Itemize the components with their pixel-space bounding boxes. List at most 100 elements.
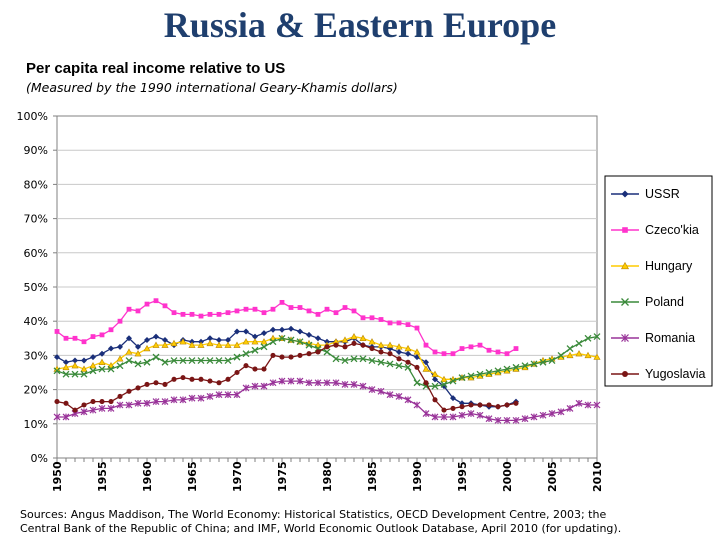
x-tick-label: 1950 [51,461,64,492]
y-tick-label: 50% [24,281,48,294]
data-point-romania [440,413,448,421]
y-tick-label: 0% [31,452,48,465]
data-point-ussr [117,343,123,350]
data-point-czeco-kia [360,315,366,321]
data-point-poland [62,370,70,378]
data-point-hungary [233,341,241,348]
data-point-romania [539,411,547,419]
data-point-ussr [216,337,222,344]
data-point-czeco-kia [477,342,483,348]
data-point-yugoslavia [270,352,276,358]
data-point-czeco-kia [369,315,375,321]
data-point-czeco-kia [450,351,456,357]
x-tick-label: 1960 [141,461,154,492]
data-point-poland [350,355,358,363]
data-point-yugoslavia [351,340,357,346]
data-point-poland [260,343,268,351]
data-point-hungary [89,362,97,369]
data-point-yugoslavia [216,380,222,386]
data-point-poland [269,338,277,346]
data-point-romania [260,382,268,390]
data-point-yugoslavia [306,351,312,357]
data-point-yugoslavia [153,380,159,386]
data-point-hungary [260,338,268,345]
data-point-czeco-kia [297,305,303,310]
data-point-romania [503,416,511,424]
data-point-poland [413,379,421,387]
page-title: Russia & Eastern Europe [163,5,557,45]
data-point-romania [476,411,484,419]
sources-line-2: Central Bank of the Republic of China; a… [20,522,622,535]
data-point-poland [80,370,88,378]
data-point-poland [494,367,502,375]
data-point-poland [179,357,187,364]
data-point-romania [206,393,214,400]
data-point-czeco-kia [378,317,384,322]
data-point-poland [134,360,142,368]
data-point-czeco-kia [432,349,438,355]
data-point-romania [161,398,169,405]
data-point-czeco-kia [513,346,519,351]
data-point-czeco-kia [414,325,420,331]
data-point-hungary [179,338,187,345]
data-point-czeco-kia [216,311,222,317]
x-tick-label: 1965 [186,461,199,492]
data-point-yugoslavia [207,378,213,384]
data-point-ussr [306,331,312,338]
data-point-poland [557,351,565,359]
data-point-ussr [396,348,402,355]
data-point-poland [161,358,169,366]
data-point-poland [341,357,349,364]
data-point-poland [323,348,331,356]
data-point-romania [593,401,601,409]
data-point-czeco-kia [306,308,312,314]
data-point-czeco-kia [261,310,267,316]
x-tick-label: 2005 [546,461,559,492]
legend-label-czeco-kia: Czeco'kia [645,223,699,237]
data-point-romania [305,379,313,387]
data-point-ussr [153,333,159,340]
data-point-hungary [80,365,88,372]
data-point-poland [89,367,97,375]
data-point-ussr [126,335,132,342]
data-point-ussr [405,350,411,357]
y-tick-label: 30% [24,349,48,362]
data-point-romania [107,404,115,412]
data-point-ussr [270,326,276,333]
data-point-czeco-kia [72,335,78,341]
data-point-romania [458,411,466,419]
data-point-czeco-kia [486,347,492,353]
data-point-czeco-kia [495,349,501,355]
legend-label-yugoslavia: Yugoslavia [645,367,706,381]
data-point-yugoslavia [378,349,384,355]
data-point-yugoslavia [297,352,303,358]
data-point-yugoslavia [513,400,519,406]
y-tick-label: 40% [24,315,48,328]
data-point-ussr [243,328,249,335]
data-point-czeco-kia [315,311,321,317]
data-point-hungary [125,348,133,355]
y-tick-label: 70% [24,213,48,226]
data-point-romania [89,406,97,414]
data-point-yugoslavia [180,375,186,381]
data-point-poland [107,365,115,373]
data-point-poland [98,365,106,373]
data-point-yugoslavia [63,400,69,406]
data-point-czeco-kia [144,301,150,307]
data-point-ussr [261,330,267,337]
data-point-romania [575,399,583,407]
data-point-romania [134,399,142,407]
data-point-yugoslavia [459,404,465,410]
data-point-poland [386,360,394,368]
data-point-poland [233,353,241,361]
data-point-poland [485,369,493,376]
data-point-hungary [584,351,592,359]
data-point-ussr [288,325,294,332]
data-point-poland [215,357,223,364]
data-point-romania [143,399,151,407]
data-point-poland [224,357,232,364]
data-point-poland [584,334,592,342]
data-point-romania [278,377,286,385]
data-point-romania [251,382,259,390]
